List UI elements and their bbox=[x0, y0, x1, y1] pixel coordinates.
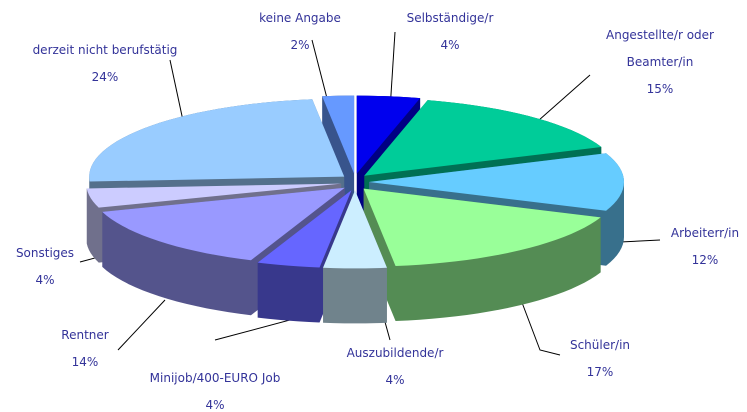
value-label: 2% bbox=[290, 38, 310, 52]
leader-line bbox=[529, 74, 591, 129]
category-name: Auszubildende/r bbox=[346, 346, 444, 360]
value-label: 4% bbox=[205, 398, 225, 412]
value-label: 4% bbox=[35, 273, 55, 287]
category-name: Arbeiterr/in bbox=[670, 226, 740, 240]
value-label: 15% bbox=[646, 82, 674, 96]
value-label: 17% bbox=[586, 365, 614, 379]
category-name: Minijob/400-EURO Job bbox=[149, 371, 281, 385]
category-name: Rentner bbox=[61, 328, 109, 342]
slice-label: Auszubildende/r 4% bbox=[330, 340, 460, 394]
leader-line bbox=[517, 291, 561, 356]
category-name: Schüler/in bbox=[569, 338, 631, 352]
value-label: 14% bbox=[71, 355, 99, 369]
slice-label: Selbständige/r 4% bbox=[385, 5, 515, 59]
category-name: Selbständige/r bbox=[406, 11, 494, 25]
slice bbox=[89, 99, 345, 182]
slice-label: Rentner 14% bbox=[45, 322, 125, 376]
slice-label: keine Angabe 2% bbox=[245, 5, 355, 59]
value-label: 4% bbox=[440, 38, 460, 52]
leader-line bbox=[619, 239, 661, 243]
slice bbox=[323, 190, 387, 269]
category-name: keine Angabe bbox=[259, 11, 341, 25]
slice-label: Sonstiges 4% bbox=[0, 240, 90, 294]
value-label: 24% bbox=[91, 70, 119, 84]
slice bbox=[364, 100, 602, 176]
slice-label: Minijob/400-EURO Job 4% bbox=[130, 365, 300, 412]
value-label: 4% bbox=[385, 373, 405, 387]
slice bbox=[363, 188, 601, 267]
value-label: 12% bbox=[691, 253, 719, 267]
category-name: derzeit nicht berufstätig bbox=[32, 43, 178, 57]
slice bbox=[356, 95, 421, 174]
slice-label: Schüler/in 17% bbox=[550, 332, 650, 386]
slice bbox=[369, 153, 624, 211]
slice bbox=[102, 187, 345, 261]
slice-label: derzeit nicht berufstätig 24% bbox=[5, 37, 205, 91]
slice bbox=[257, 190, 352, 268]
slice bbox=[322, 95, 355, 174]
slice-label: Arbeiterr/in 12% bbox=[655, 220, 747, 274]
leader-line bbox=[117, 299, 166, 351]
slice-label: Angestellte/r oder Beamter/in 15% bbox=[598, 22, 723, 103]
category-name: Sonstiges bbox=[15, 246, 75, 260]
slice bbox=[86, 183, 342, 208]
category-name: Angestellte/r oder Beamter/in bbox=[606, 28, 714, 69]
